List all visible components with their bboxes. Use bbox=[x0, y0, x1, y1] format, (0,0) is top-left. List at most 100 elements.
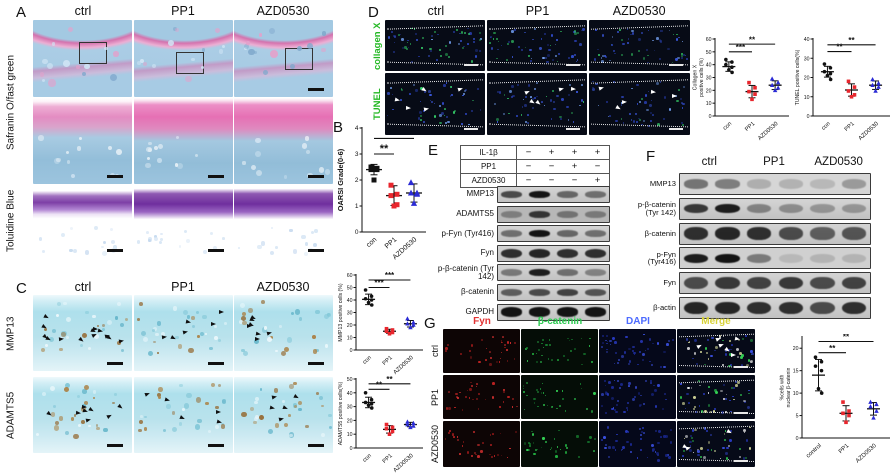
speckle-dot bbox=[567, 338, 569, 340]
speckle-dot bbox=[52, 329, 56, 333]
arrowhead-marker bbox=[76, 411, 82, 416]
speckle-dot bbox=[304, 251, 308, 256]
svg-text:0: 0 bbox=[709, 114, 712, 120]
blot-row-1: p-β-catenin (Tyr 142) bbox=[629, 197, 871, 220]
speckle-dot bbox=[124, 318, 128, 322]
speckle-dot bbox=[530, 58, 533, 60]
speckle-dot bbox=[691, 436, 694, 439]
speckle-dot bbox=[597, 104, 600, 107]
panel-c-label: C bbox=[16, 280, 27, 297]
speckle-dot bbox=[610, 386, 614, 390]
svg-text:con: con bbox=[722, 121, 733, 132]
svg-text:4: 4 bbox=[355, 125, 359, 132]
speckle-dot bbox=[722, 446, 725, 450]
speckle-dot bbox=[706, 339, 709, 342]
blot-row-1: ADAMTS5 bbox=[424, 205, 610, 223]
arrowhead-marker bbox=[598, 84, 605, 91]
speckle-dot bbox=[260, 241, 266, 246]
speckle-dot bbox=[633, 351, 636, 355]
speckle-dot bbox=[715, 346, 719, 350]
speckle-dot bbox=[273, 388, 279, 393]
speckle-dot bbox=[201, 314, 207, 320]
speckle-dot bbox=[53, 425, 60, 431]
speckle-dot bbox=[569, 350, 572, 353]
speckle-dot bbox=[621, 449, 623, 451]
tissue-boundary-dotline bbox=[591, 123, 688, 128]
svg-text:10: 10 bbox=[706, 101, 712, 107]
speckle-dot bbox=[113, 51, 119, 57]
speckle-dot bbox=[593, 392, 596, 395]
speckle-dot bbox=[545, 343, 548, 346]
speckle-dot bbox=[263, 69, 269, 75]
blot-band bbox=[715, 227, 740, 240]
blot-band bbox=[778, 276, 803, 290]
speckle-dot bbox=[407, 46, 410, 48]
speckle-dot bbox=[516, 114, 519, 117]
speckle-dot bbox=[614, 52, 616, 55]
speckle-dot bbox=[576, 91, 578, 93]
speckle-dot bbox=[92, 396, 96, 400]
speckle-dot bbox=[588, 345, 591, 347]
speckle-dot bbox=[740, 363, 744, 367]
speckle-dot bbox=[476, 383, 478, 386]
speckle-dot bbox=[58, 415, 64, 421]
speckle-dot bbox=[639, 100, 642, 103]
speckle-dot bbox=[255, 396, 259, 401]
speckle-dot bbox=[729, 339, 731, 342]
speckle-dot bbox=[158, 240, 163, 245]
speckle-dot bbox=[728, 399, 731, 402]
speckle-dot bbox=[550, 118, 553, 120]
speckle-dot bbox=[526, 121, 529, 124]
blot-band bbox=[556, 269, 578, 277]
speckle-dot bbox=[449, 85, 453, 89]
speckle-dot bbox=[532, 38, 534, 41]
speckle-dot bbox=[507, 97, 509, 100]
svg-text:positive cells (%): positive cells (%) bbox=[699, 58, 705, 97]
speckle-dot bbox=[40, 72, 45, 77]
speckle-dot bbox=[477, 360, 480, 363]
speckle-dot bbox=[590, 410, 594, 413]
speckle-dot bbox=[604, 411, 608, 415]
speckle-dot bbox=[688, 340, 691, 343]
speckle-dot bbox=[630, 119, 632, 121]
speckle-dot bbox=[704, 347, 708, 351]
speckle-dot bbox=[737, 381, 741, 384]
speckle-dot bbox=[500, 351, 502, 354]
arrowhead-marker bbox=[179, 415, 186, 421]
speckle-dot bbox=[654, 405, 658, 408]
speckle-dot bbox=[449, 95, 452, 97]
blot-label: Fyn bbox=[480, 248, 494, 258]
speckle-dot bbox=[116, 341, 121, 346]
speckle-dot bbox=[79, 344, 83, 348]
svg-text:TUNEL positive cells(%): TUNEL positive cells(%) bbox=[795, 49, 801, 105]
condition-value: − bbox=[548, 175, 555, 186]
blot-label: β-actin bbox=[653, 303, 676, 313]
tissue-boundary-dotline bbox=[387, 61, 483, 66]
speckle-dot bbox=[680, 52, 683, 55]
speckle-dot bbox=[627, 42, 630, 45]
speckle-dot bbox=[430, 50, 433, 53]
speckle-dot bbox=[318, 395, 324, 401]
speckle-dot bbox=[428, 90, 431, 93]
speckle-dot bbox=[158, 396, 162, 400]
speckle-dot bbox=[650, 363, 653, 366]
zoom-region-box bbox=[78, 41, 107, 64]
speckle-dot bbox=[664, 393, 666, 395]
speckle-dot bbox=[502, 391, 506, 394]
speckle-dot bbox=[750, 359, 754, 363]
speckle-dot bbox=[492, 382, 495, 386]
speckle-dot bbox=[639, 404, 641, 407]
speckle-dot bbox=[72, 248, 78, 254]
tissue-boundary-dotline bbox=[678, 425, 754, 430]
speckle-dot bbox=[720, 410, 724, 414]
speckle-dot bbox=[435, 58, 438, 61]
speckle-dot bbox=[489, 42, 491, 44]
speckle-dot bbox=[258, 32, 263, 37]
speckle-dot bbox=[637, 363, 639, 366]
speckle-dot bbox=[681, 455, 684, 458]
blot-strip bbox=[679, 272, 871, 295]
speckle-dot bbox=[439, 55, 442, 58]
speckle-dot bbox=[647, 90, 650, 92]
speckle-dot bbox=[688, 341, 690, 344]
speckle-dot bbox=[748, 446, 752, 450]
